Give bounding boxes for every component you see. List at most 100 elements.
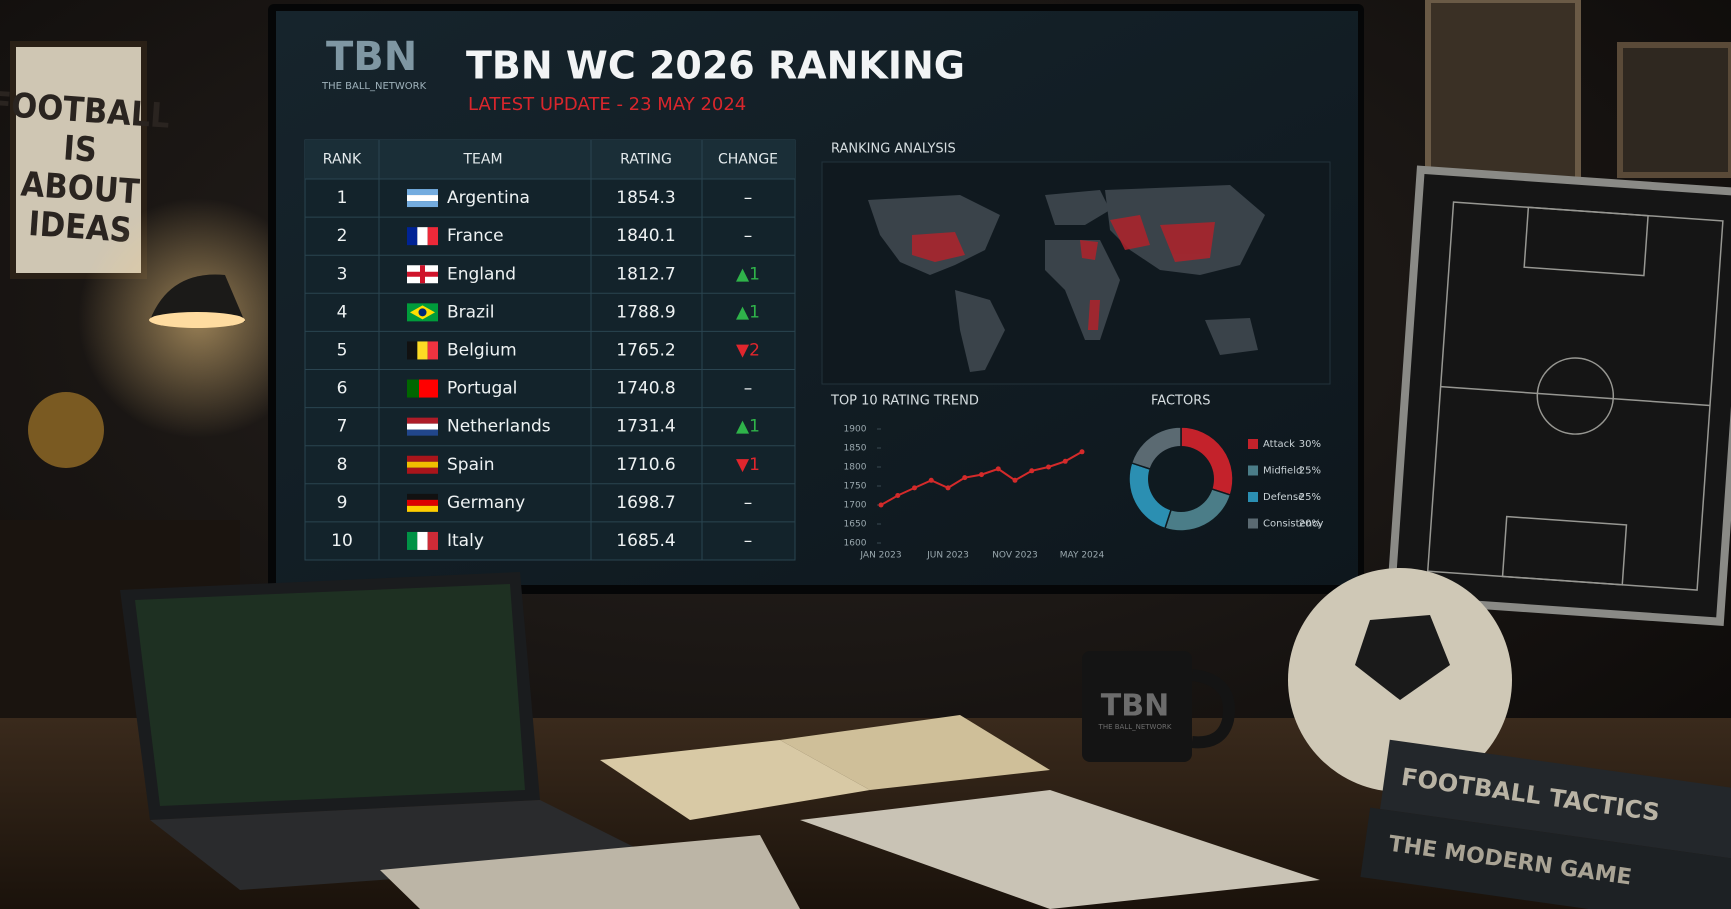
table-cell: 1840.1 [616, 226, 675, 246]
donut-hole [1148, 446, 1214, 512]
flag [419, 379, 438, 398]
table-cell: 4 [337, 302, 348, 322]
table-cell: ▲1 [736, 417, 760, 437]
legend-swatch [1248, 439, 1258, 449]
flag [407, 531, 418, 550]
flag [407, 455, 438, 462]
column-header: CHANGE [718, 152, 778, 168]
flag [407, 429, 438, 436]
column-header: RATING [620, 152, 672, 168]
trend-point [995, 466, 1001, 472]
lamp-bulb [149, 312, 245, 328]
mug [1082, 651, 1192, 762]
table-cell: Brazil [447, 302, 494, 322]
logo: TBN [326, 34, 417, 80]
tactics-board [1386, 165, 1731, 626]
table-cell: 1685.4 [616, 531, 675, 551]
trend-point [928, 477, 934, 483]
x-tick-label: JAN 2023 [859, 551, 901, 561]
y-tick-label: 1600 [844, 539, 867, 549]
x-tick-label: JUN 2023 [926, 551, 969, 561]
football-panel [1355, 615, 1450, 700]
table-cell: France [447, 226, 504, 246]
table-cell: – [744, 379, 753, 399]
trend-point [1012, 477, 1018, 483]
trend-point [962, 475, 968, 481]
logo-tagline: THE BALL_NETWORK [321, 81, 427, 92]
table-cell: 10 [331, 531, 353, 551]
trend-point [912, 485, 917, 491]
lamp [150, 274, 245, 322]
flag [407, 341, 418, 360]
table-cell: 1788.9 [616, 302, 675, 322]
mug-handle [1191, 669, 1235, 749]
table-cell: – [744, 226, 753, 246]
table-header [305, 140, 795, 179]
legend-value: 20% [1299, 519, 1321, 530]
table-cell: 8 [337, 455, 348, 475]
trend-point [1029, 468, 1035, 474]
trend-point [895, 493, 901, 498]
table-cell: 3 [337, 264, 348, 284]
books: FOOTBALL TACTICS THE MODERN GAME [1360, 739, 1731, 909]
legend-value: 25% [1299, 492, 1321, 503]
map-highlight [912, 215, 1215, 330]
y-tick-label: 1850 [844, 444, 867, 454]
y-tick-label: 1650 [844, 520, 867, 530]
legend-label: Defense [1263, 492, 1304, 503]
photo-frame [1617, 42, 1731, 178]
table-cell: Italy [447, 531, 484, 551]
table-cell: 2 [337, 226, 348, 246]
table-cell: 1740.8 [616, 379, 675, 399]
legend-value: 30% [1299, 439, 1321, 450]
legend-swatch [1248, 465, 1258, 476]
table-cell: 1 [337, 188, 348, 208]
flag [417, 227, 428, 246]
legend-swatch [1248, 492, 1258, 502]
mug-tagline: THE BALL_NETWORK [1098, 723, 1172, 731]
flag [427, 341, 438, 360]
table-cell: ▼2 [736, 340, 760, 360]
flag [418, 308, 427, 317]
poster-text: ABOUT [20, 164, 141, 212]
table [304, 139, 796, 561]
table-cell: – [744, 188, 753, 208]
flag [407, 505, 438, 512]
table-cell: 5 [337, 340, 348, 360]
subtitle: LATEST UPDATE - 23 MAY 2024 [468, 94, 746, 115]
trend-point [878, 502, 884, 508]
x-tick-label: MAY 2024 [1060, 551, 1105, 561]
table-cell: England [447, 264, 516, 284]
legend-label: Attack [1263, 439, 1295, 450]
table-cell: Spain [447, 455, 495, 475]
flag [407, 195, 438, 202]
table-cell: Belgium [447, 340, 517, 360]
table-cell: ▲1 [736, 302, 760, 322]
table-cell: 1710.6 [616, 455, 675, 475]
table-cell: Portugal [447, 379, 517, 399]
table-cell: Argentina [447, 188, 530, 208]
y-tick-label: 1800 [844, 463, 867, 473]
mug-logo: TBN [1101, 689, 1169, 724]
table-cell: 7 [337, 417, 348, 437]
table-cell: 1812.7 [616, 264, 675, 284]
legend-swatch [1248, 518, 1258, 529]
flag [417, 531, 428, 550]
legend-value: 25% [1299, 466, 1321, 477]
table-cell: Germany [447, 493, 525, 513]
map-title: RANKING ANALYSIS [831, 142, 956, 157]
legend-label: Consistency [1263, 519, 1324, 530]
title: TBN WC 2026 RANKING [466, 44, 965, 88]
flag [427, 227, 438, 246]
flag [427, 531, 438, 550]
table-cell: 6 [337, 379, 348, 399]
legend-label: Midfield [1263, 466, 1302, 477]
chart-title: FACTORS [1151, 394, 1210, 409]
trend-point [1079, 449, 1085, 455]
x-tick-label: NOV 2023 [992, 551, 1038, 561]
flag [407, 499, 438, 506]
column-header: RANK [323, 152, 362, 168]
trend-point [1046, 464, 1051, 470]
